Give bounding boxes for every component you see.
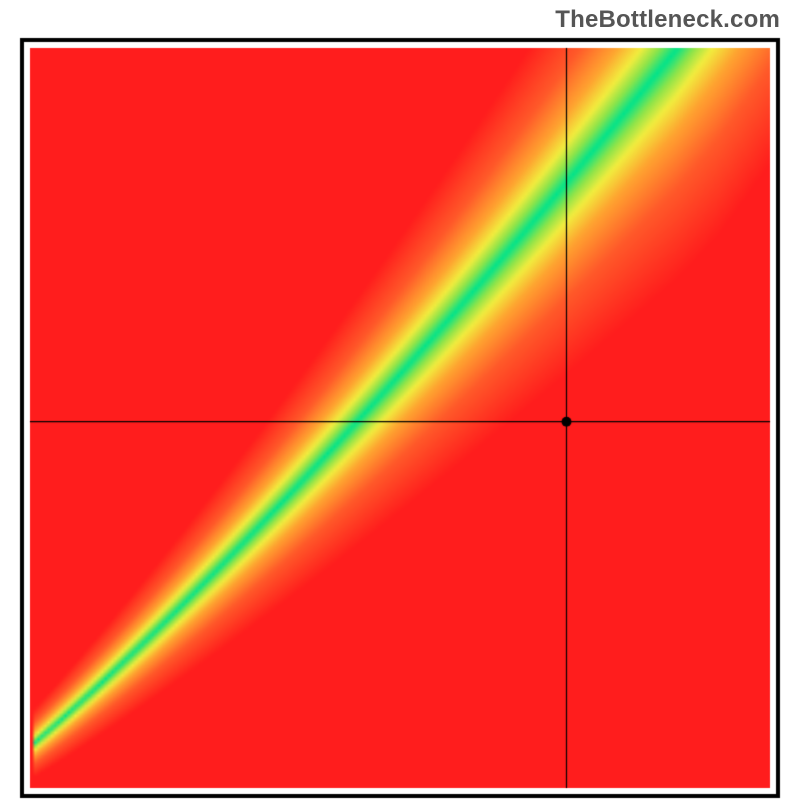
- watermark-text: TheBottleneck.com: [555, 6, 780, 34]
- overlay-canvas: [0, 0, 800, 800]
- chart-container: TheBottleneck.com: [0, 0, 800, 800]
